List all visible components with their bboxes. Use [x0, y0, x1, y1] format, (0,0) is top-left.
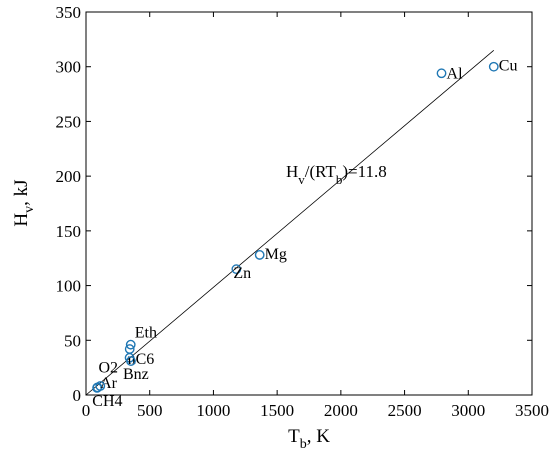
x-tick-label: 3500 [515, 401, 549, 420]
fit-line [85, 49, 495, 396]
x-tick-label: 3000 [451, 401, 485, 420]
x-tick-label: 2000 [324, 401, 358, 420]
fit-line-group [85, 49, 495, 396]
x-tick-label: 0 [82, 401, 91, 420]
data-point [254, 250, 265, 260]
data-point [95, 381, 106, 391]
point-label: CH4 [92, 393, 122, 410]
data-point [488, 61, 499, 72]
x-tick-label: 1500 [260, 401, 294, 420]
point-label: Cu [499, 58, 518, 75]
data-point [125, 339, 136, 350]
x-tick-label: 1000 [196, 401, 230, 420]
data-point [231, 264, 242, 275]
point-label: O2 [98, 359, 118, 376]
y-tick-label: 100 [56, 277, 82, 296]
y-tick-label: 350 [56, 3, 82, 22]
point-label: Bnz [123, 366, 149, 383]
y-tick-label: 250 [56, 112, 82, 131]
point-label: Mg [265, 246, 287, 263]
x-axis-label: Tb, K [288, 426, 330, 452]
y-axis-label: Hv, kJ [11, 179, 37, 226]
y-tick-label: 150 [56, 222, 82, 241]
plot-area [85, 11, 533, 396]
x-tick-label: 500 [137, 401, 163, 420]
point-label: Zn [233, 265, 251, 282]
y-tick-label: 50 [64, 331, 81, 350]
data-point [126, 356, 136, 366]
point-label: Eth [135, 325, 157, 342]
y-tick-label: 300 [56, 58, 82, 77]
y-tick-label: 200 [56, 167, 82, 186]
point-label: Al [447, 65, 464, 82]
data-point [436, 68, 447, 79]
y-tick-label: 0 [73, 386, 82, 405]
axis-ticks: 0 500 1000 1500 2000 2500 3000 3500 0 50 100 150 200… [56, 3, 550, 420]
x-tick-label: 2500 [388, 401, 422, 420]
annotation: Hv/(RTb)=11.8 [286, 162, 387, 187]
